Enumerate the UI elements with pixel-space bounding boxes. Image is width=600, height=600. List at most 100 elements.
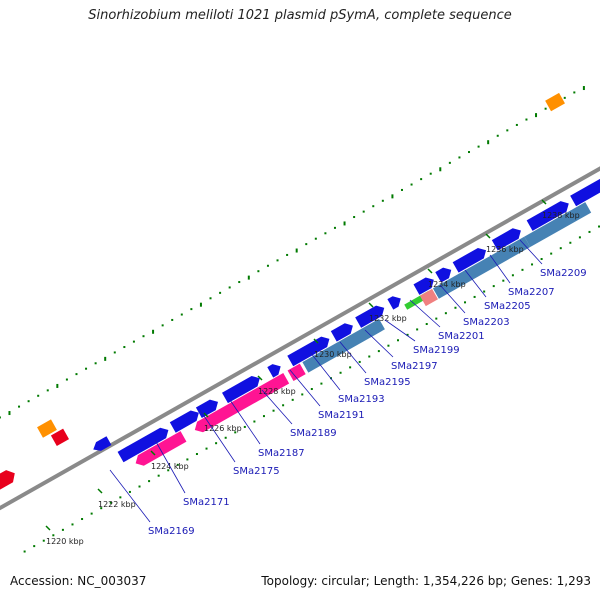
- outer-dot: [85, 367, 88, 370]
- red-feature: [0, 470, 15, 490]
- inner-dot: [320, 382, 323, 385]
- red-feature: [50, 428, 70, 446]
- inner-dot: [234, 431, 237, 434]
- forward-gene-arrow: [195, 399, 219, 418]
- inner-dot: [502, 279, 505, 282]
- inner-dot: [282, 404, 285, 407]
- forward-gene-arrow: [435, 267, 452, 283]
- outer-dot: [209, 297, 212, 300]
- inner-dot: [186, 458, 189, 461]
- outer-dot: [400, 188, 403, 191]
- outer-gene: [93, 436, 112, 451]
- inner-dot: [435, 317, 438, 320]
- outer-dot: [333, 226, 336, 229]
- gene-label: SMa2195: [364, 377, 411, 388]
- kbp-tick: [257, 375, 263, 381]
- reverse-gene-arrow: [135, 431, 187, 466]
- inner-dot: [90, 512, 93, 515]
- inner-dot: [339, 371, 342, 374]
- outer-dot: [525, 118, 528, 121]
- outer-dot: [429, 172, 432, 175]
- outer-dot: [286, 253, 289, 256]
- outer-dot: [544, 107, 547, 110]
- inner-dot: [243, 425, 246, 428]
- outer-dot: [305, 243, 308, 246]
- outer-dot: [94, 362, 97, 365]
- inner-dot: [406, 333, 409, 336]
- inner-dot: [253, 420, 256, 423]
- outer-dot: [391, 194, 394, 199]
- gene-label: SMa2193: [338, 394, 385, 405]
- forward-gene-arrow: [413, 277, 434, 295]
- outer-dot: [381, 199, 384, 202]
- gene-leader-line: [519, 239, 543, 265]
- gene-leader-line: [109, 469, 151, 523]
- kbp-label: 1232 kbp: [369, 314, 407, 323]
- outer-dot: [506, 129, 509, 132]
- kbp-tick: [45, 525, 51, 531]
- kbp-label: 1234 kbp: [428, 280, 466, 289]
- inner-dot: [444, 312, 447, 315]
- gene-label: SMa2207: [508, 287, 555, 298]
- kbp-label: 1230 kbp: [314, 350, 352, 359]
- kbp-tick: [485, 233, 491, 239]
- outer-dot: [238, 281, 241, 284]
- gene-leader-line: [309, 351, 341, 391]
- outer-dot: [75, 373, 78, 376]
- kbp-label: 1236 kbp: [486, 245, 524, 254]
- backbone-track: [0, 166, 600, 511]
- inner-dot: [272, 409, 275, 412]
- gene-label: SMa2201: [438, 331, 485, 342]
- inner-dot: [531, 263, 534, 266]
- inner-dot: [61, 528, 64, 531]
- inner-dot: [540, 258, 543, 261]
- orange-feature: [545, 92, 565, 112]
- outer-dot: [8, 411, 11, 416]
- gene-label: SMa2171: [183, 497, 230, 508]
- outer-dot: [190, 308, 193, 311]
- inner-dot: [138, 485, 141, 488]
- inner-dot: [262, 415, 265, 418]
- outer-dotted-ring: [0, 86, 600, 553]
- outer-dot: [458, 156, 461, 159]
- inner-dot: [358, 360, 361, 363]
- outer-dot: [295, 248, 298, 253]
- inner-dot: [416, 328, 419, 331]
- outer-dot: [132, 340, 135, 343]
- kbp-tick: [313, 338, 319, 344]
- outer-dot: [410, 183, 413, 186]
- gene-leader-line: [384, 319, 416, 342]
- gene-leader-line: [489, 254, 511, 284]
- inner-dot: [167, 469, 170, 472]
- inner-dot: [588, 230, 591, 233]
- outer-dot: [56, 383, 59, 388]
- inner-dot: [42, 539, 45, 542]
- steelblue-gene: [524, 202, 592, 248]
- outer-dot: [152, 329, 155, 334]
- gene-label: SMa2209: [540, 268, 587, 279]
- gene-label: SMa2175: [233, 466, 280, 477]
- gene-label: SMa2189: [290, 428, 337, 439]
- outer-dot: [46, 389, 49, 392]
- gene-leader-line: [261, 389, 293, 425]
- kbp-tick: [97, 488, 103, 494]
- outer-dot: [420, 178, 423, 181]
- inner-dot: [224, 436, 227, 439]
- forward-gene-arrow: [287, 336, 330, 367]
- outer-dot: [362, 210, 365, 213]
- reverse-gene-block: [287, 363, 306, 382]
- outer-dot: [314, 237, 317, 240]
- inner-dot: [397, 339, 400, 342]
- inner-dot: [454, 306, 457, 309]
- inner-dot: [205, 447, 208, 450]
- outer-dot: [535, 113, 538, 118]
- outer-dot: [257, 270, 260, 273]
- orange-feature: [37, 419, 57, 438]
- inner-dot: [521, 268, 524, 271]
- inner-dot: [128, 490, 131, 493]
- kbp-label: 1222 kbp: [98, 500, 136, 509]
- kbp-tick: [427, 268, 433, 274]
- gene-leader-line: [339, 341, 367, 374]
- outer-dot: [18, 405, 21, 408]
- outer-dot: [563, 96, 566, 99]
